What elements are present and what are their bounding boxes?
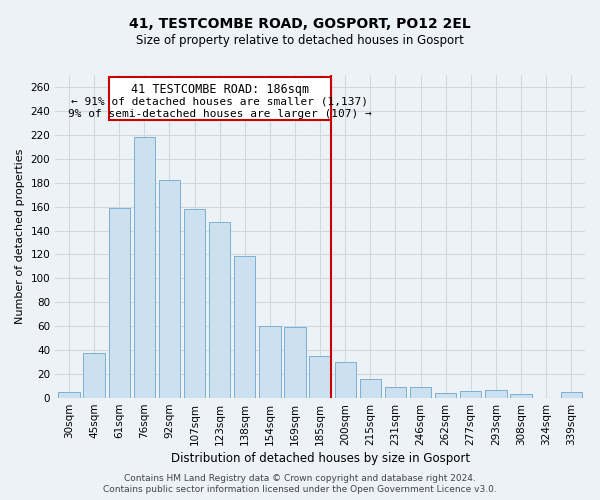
Bar	[184, 209, 205, 398]
Bar	[109, 78, 331, 120]
Bar	[560, 392, 582, 398]
Bar	[284, 328, 305, 398]
Bar	[159, 180, 180, 398]
Text: ← 91% of detached houses are smaller (1,137): ← 91% of detached houses are smaller (1,…	[71, 96, 368, 106]
Bar	[259, 326, 281, 398]
Bar	[510, 394, 532, 398]
Text: 9% of semi-detached houses are larger (107) →: 9% of semi-detached houses are larger (1…	[68, 110, 372, 120]
Y-axis label: Number of detached properties: Number of detached properties	[15, 149, 25, 324]
Bar	[310, 356, 331, 398]
Bar	[83, 352, 105, 398]
Bar	[109, 208, 130, 398]
Bar	[385, 388, 406, 398]
Text: 41 TESTCOMBE ROAD: 186sqm: 41 TESTCOMBE ROAD: 186sqm	[131, 84, 309, 96]
Text: 41, TESTCOMBE ROAD, GOSPORT, PO12 2EL: 41, TESTCOMBE ROAD, GOSPORT, PO12 2EL	[129, 18, 471, 32]
Bar	[209, 222, 230, 398]
Bar	[58, 392, 80, 398]
Bar	[435, 394, 457, 398]
Bar	[335, 362, 356, 398]
Text: Size of property relative to detached houses in Gosport: Size of property relative to detached ho…	[136, 34, 464, 47]
Bar	[134, 137, 155, 398]
Bar	[234, 256, 256, 398]
Bar	[460, 391, 481, 398]
Bar	[359, 379, 381, 398]
X-axis label: Distribution of detached houses by size in Gosport: Distribution of detached houses by size …	[170, 452, 470, 465]
Text: Contains HM Land Registry data © Crown copyright and database right 2024.
Contai: Contains HM Land Registry data © Crown c…	[103, 474, 497, 494]
Bar	[485, 390, 506, 398]
Bar	[410, 388, 431, 398]
